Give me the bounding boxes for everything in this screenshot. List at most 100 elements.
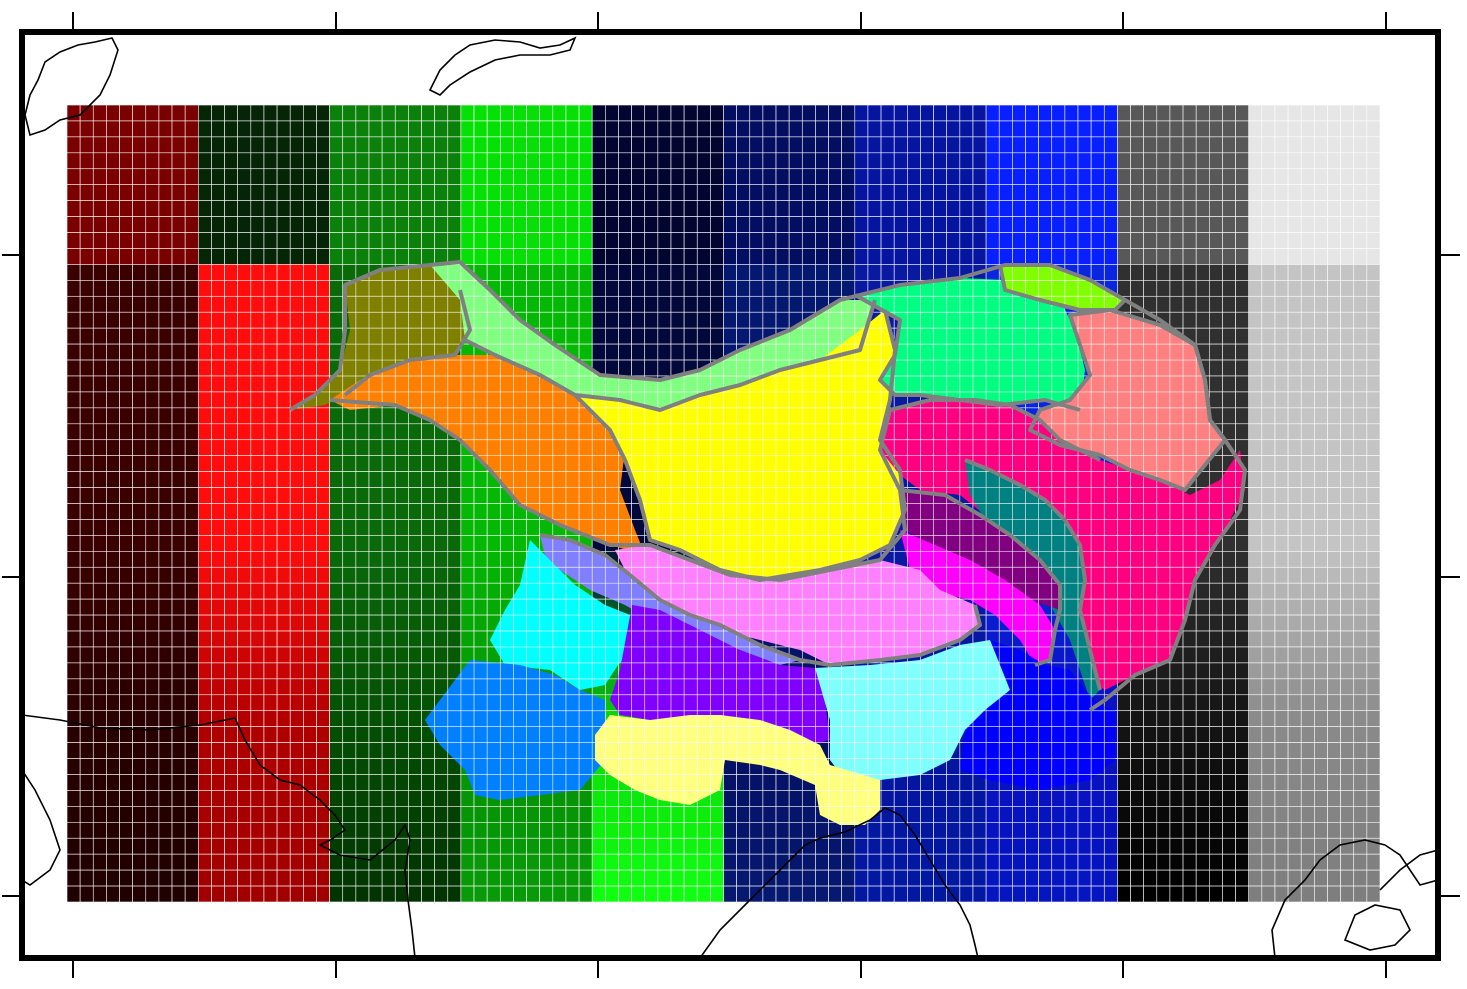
grid-cell-dark-red [158, 343, 173, 361]
grid-cell-red [198, 343, 212, 361]
grid-cell-dark-red [184, 423, 199, 441]
grid-cell-red [263, 423, 278, 441]
grid-cell-dark-red [171, 248, 186, 265]
grid-cell-dark-blue [815, 104, 829, 122]
grid-cell-light-grey [1274, 710, 1289, 727]
grid-cell-dark-green [408, 200, 422, 217]
grid-cell-navy [591, 104, 606, 122]
grid-cell-dark-green [408, 104, 422, 122]
grid-cell-blue [893, 248, 908, 265]
grid-cell-green [539, 184, 554, 201]
grid-cell-green [499, 503, 514, 520]
grid-cell-navy [605, 327, 619, 345]
grid-cell-green [499, 232, 514, 249]
grid-cell-red [211, 168, 225, 185]
grid-cell-red [303, 837, 317, 855]
grid-cell-navy [683, 837, 698, 855]
grid-cell-dark-blue [749, 806, 764, 823]
grid-cell-dark-red [79, 471, 94, 488]
grid-cell-dark-blue [762, 248, 777, 265]
grid-cell-red [316, 646, 330, 664]
grid-cell-light-grey [1366, 662, 1381, 680]
grid-cell-dark-grey [1195, 774, 1210, 791]
grid-cell-dark-blue [775, 774, 790, 791]
grid-cell-dark-red [106, 327, 120, 345]
grid-cell-navy [591, 869, 606, 887]
grid-cell-dark-red [92, 264, 107, 281]
grid-cell-navy [591, 184, 606, 201]
grid-cell-dark-grey [1182, 853, 1197, 871]
grid-cell-red [250, 168, 265, 185]
grid-cell-navy [618, 216, 632, 233]
grid-cell-dark-red [184, 774, 199, 791]
grid-cell-green [565, 136, 580, 154]
grid-cell-red [250, 343, 265, 361]
grid-cell-dark-grey [1143, 742, 1158, 759]
grid-cell-red [276, 869, 291, 887]
grid-cell-bright-blue [985, 136, 1000, 154]
grid-cell-red [237, 503, 252, 520]
grid-cell-dark-green [394, 200, 409, 217]
grid-cell-red [237, 551, 252, 568]
grid-cell-dark-red [79, 295, 94, 313]
grid-cell-light-grey [1261, 885, 1276, 903]
grid-cell-navy [591, 168, 606, 185]
grid-cell-dark-red [132, 678, 147, 696]
grid-cell-dark-red [106, 630, 120, 648]
grid-cell-bright-blue [1064, 248, 1079, 265]
grid-cell-light-grey [1340, 630, 1355, 648]
grid-cell-light-grey [1248, 216, 1263, 233]
grid-cell-dark-red [106, 678, 120, 696]
grid-cell-red [250, 806, 265, 823]
grid-cell-dark-grey [1169, 311, 1184, 329]
grid-cell-dark-green [342, 598, 357, 616]
grid-cell-dark-red [171, 566, 186, 584]
grid-cell-bright-blue [1090, 885, 1105, 903]
grid-cell-dark-red [106, 774, 120, 791]
grid-cell-bright-blue [1103, 152, 1118, 170]
grid-cell-red [224, 200, 238, 217]
grid-cell-navy [670, 295, 685, 313]
grid-cell-dark-green [342, 869, 357, 887]
grid-cell-dark-green [368, 439, 383, 456]
grid-cell-light-grey [1327, 200, 1341, 217]
grid-cell-dark-green [394, 646, 409, 664]
grid-cell-dark-green [342, 407, 357, 425]
grid-cell-red [263, 311, 278, 329]
grid-cell-dark-blue [749, 264, 764, 281]
grid-cell-light-grey [1300, 885, 1315, 903]
grid-cell-light-grey [1353, 487, 1368, 504]
grid-cell-red [303, 327, 317, 345]
grid-cell-dark-grey [1209, 311, 1223, 329]
grid-cell-red [237, 630, 252, 648]
grid-cell-navy [683, 104, 698, 122]
grid-cell-dark-green [447, 869, 462, 887]
grid-cell-blue [867, 200, 882, 217]
grid-cell-red [237, 853, 252, 871]
grid-cell-green [539, 837, 554, 855]
grid-cell-dark-grey [1209, 168, 1223, 185]
grid-cell-dark-red [171, 359, 186, 377]
grid-cell-dark-grey [1209, 662, 1223, 680]
grid-cell-blue [867, 837, 882, 855]
grid-cell-green [486, 104, 501, 122]
grid-cell-light-grey [1340, 104, 1355, 122]
grid-cell-light-grey [1274, 582, 1289, 600]
grid-cell-light-grey [1366, 774, 1381, 791]
grid-cell-dark-red [92, 152, 107, 170]
grid-cell-red [237, 710, 252, 727]
grid-cell-dark-green [368, 710, 383, 727]
grid-cell-dark-red [106, 566, 120, 584]
grid-cell-navy [710, 184, 724, 201]
grid-cell-dark-red [106, 837, 120, 855]
grid-cell-dark-red [66, 535, 81, 552]
grid-cell-light-grey [1248, 391, 1263, 409]
grid-cell-red [198, 806, 212, 823]
grid-cell-light-grey [1248, 104, 1263, 122]
grid-cell-dark-red [92, 598, 107, 616]
grid-cell-red [303, 343, 317, 361]
grid-cell-light-grey [1248, 598, 1263, 616]
grid-cell-dark-red [106, 662, 120, 680]
